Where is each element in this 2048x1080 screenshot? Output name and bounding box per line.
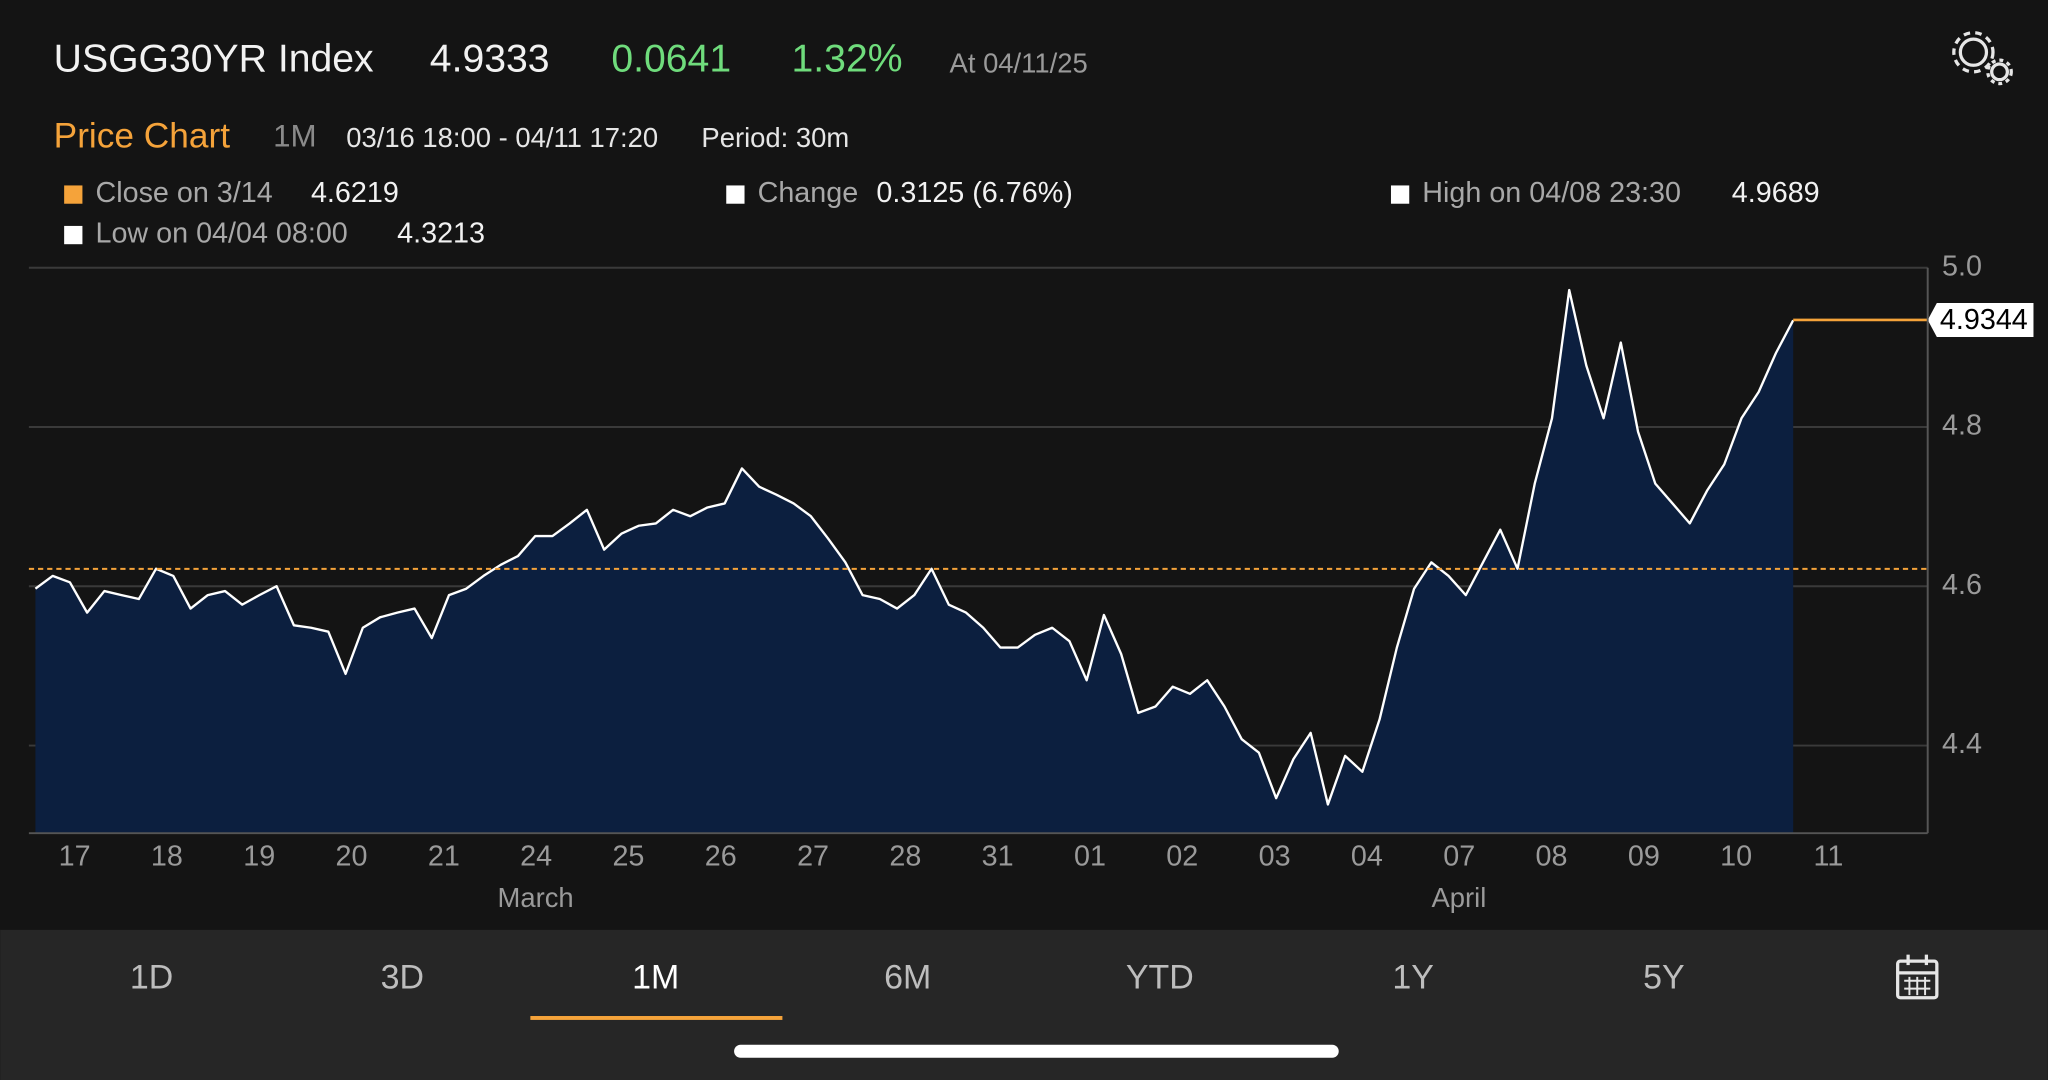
x-tick-label: 24 (520, 841, 552, 873)
x-tick-label: 02 (1166, 841, 1198, 873)
x-tick-label: 31 (982, 841, 1014, 873)
range: 1M (273, 119, 317, 154)
settings-icon[interactable] (1952, 31, 2013, 86)
month-label: April (1431, 882, 1486, 913)
x-tick-label: 17 (59, 841, 91, 873)
legend-swatch (64, 185, 83, 204)
legend-swatch (64, 225, 83, 245)
tab[interactable]: YTD (1126, 958, 1194, 996)
plot: 4.4 4.6 4.8 5.0 4.9344 17 18 19 20 21 24 25 26 27 28 31… (28, 250, 2034, 873)
price-line (34, 288, 1795, 806)
x-tick-label: 08 (1536, 841, 1568, 873)
legend-value: 4.9689 (1732, 177, 1820, 209)
legend-swatch (1390, 185, 1410, 204)
x-tick-label: 28 (889, 841, 921, 873)
tab[interactable]: 1M (632, 958, 679, 996)
legend-value: 4.6219 (311, 177, 399, 209)
x-tick-label: 20 (336, 841, 368, 873)
y-tick-label: 4.8 (1942, 410, 1982, 442)
dates: 03/16 18:00 - 04/11 17:20 (346, 122, 658, 153)
x-tick-label: 04 (1351, 841, 1383, 873)
legend-swatch (726, 185, 745, 204)
x-tick-label: 07 (1443, 841, 1475, 873)
legend-label: Close on 3/14 (95, 177, 272, 209)
tab-underline (530, 1016, 783, 1020)
x-tick-label: 01 (1074, 841, 1106, 873)
tab[interactable]: 5Y (1643, 958, 1685, 996)
legend-value: 0.3125 (6.76%) (876, 177, 1072, 209)
tab[interactable]: 1D (130, 958, 173, 996)
area (35, 290, 1794, 834)
calendar-icon[interactable] (1896, 954, 1939, 1000)
legend-label: Low on 04/04 08:00 (95, 218, 347, 250)
tab[interactable]: 6M (884, 958, 931, 996)
x-tick-label: 25 (612, 841, 644, 873)
month-label: March (498, 882, 574, 913)
x-tick-label: 21 (428, 841, 460, 873)
x-tick-label: 10 (1720, 841, 1752, 873)
last-value-label: 4.9344 (1940, 304, 2028, 336)
y-tick-label: 4.4 (1942, 728, 1982, 760)
x-tick-label: 19 (243, 841, 275, 873)
legend-label: Change (758, 177, 859, 209)
change-pct: 1.32% (792, 38, 903, 81)
legend-label: High on 04/08 23:30 (1422, 177, 1681, 209)
chart-title: Price Chart (54, 117, 231, 156)
y-tick-label: 5.0 (1942, 250, 1982, 282)
as-of: At 04/11/25 (950, 48, 1088, 79)
ticker: USGG30YR Index (54, 38, 374, 81)
y-tick-label: 4.6 (1942, 569, 1982, 601)
tab[interactable]: 3D (381, 958, 424, 996)
price: 4.9333 (430, 38, 550, 81)
last-value-box (1927, 302, 2034, 337)
x-tick-label: 11 (1814, 841, 1844, 873)
tabs: 1D 3D 1M 6M YTD 1Y 5Y (130, 958, 1685, 1020)
x-tick-label: 18 (151, 841, 183, 873)
x-tick-label: 27 (797, 841, 829, 873)
tab[interactable]: 1Y (1392, 958, 1434, 996)
x-tick-label: 26 (705, 841, 737, 873)
x-tick-label: 09 (1628, 841, 1660, 873)
home-indicator (734, 1044, 1339, 1058)
x-tick-label: 03 (1259, 841, 1291, 873)
change: 0.0641 (611, 38, 731, 81)
period: Period: 30m (701, 122, 849, 153)
legend-value: 4.3213 (397, 218, 485, 250)
